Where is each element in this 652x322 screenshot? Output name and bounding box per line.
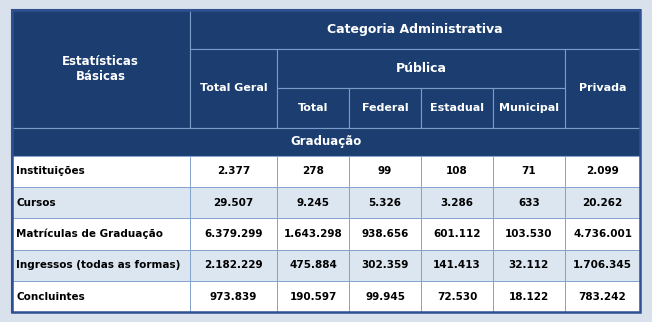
Text: 302.359: 302.359 bbox=[361, 260, 409, 270]
Text: 1.706.345: 1.706.345 bbox=[573, 260, 632, 270]
Bar bbox=[349, 88, 421, 128]
Text: Ingressos (todas as formas): Ingressos (todas as formas) bbox=[16, 260, 181, 270]
Bar bbox=[277, 49, 565, 88]
Text: 6.379.299: 6.379.299 bbox=[204, 229, 263, 239]
Bar bbox=[12, 10, 190, 128]
Bar bbox=[277, 218, 349, 250]
Text: 141.413: 141.413 bbox=[433, 260, 481, 270]
Bar bbox=[493, 88, 565, 128]
Text: 2.099: 2.099 bbox=[586, 166, 619, 176]
Text: 190.597: 190.597 bbox=[289, 292, 337, 302]
Bar bbox=[277, 250, 349, 281]
Text: 2.377: 2.377 bbox=[217, 166, 250, 176]
Bar bbox=[190, 187, 277, 218]
Text: 475.884: 475.884 bbox=[289, 260, 337, 270]
Text: 1.643.298: 1.643.298 bbox=[284, 229, 342, 239]
Text: 5.326: 5.326 bbox=[368, 198, 402, 208]
Text: 2.182.229: 2.182.229 bbox=[204, 260, 263, 270]
Bar bbox=[349, 218, 421, 250]
Bar bbox=[421, 281, 493, 312]
Bar bbox=[421, 187, 493, 218]
Bar bbox=[493, 156, 565, 187]
Text: 20.262: 20.262 bbox=[582, 198, 623, 208]
Bar bbox=[12, 218, 190, 250]
Text: 3.286: 3.286 bbox=[441, 198, 473, 208]
Text: 4.736.001: 4.736.001 bbox=[573, 229, 632, 239]
Bar bbox=[493, 281, 565, 312]
Text: Total: Total bbox=[298, 103, 328, 113]
Text: 108: 108 bbox=[446, 166, 468, 176]
Bar bbox=[421, 88, 493, 128]
Bar bbox=[190, 156, 277, 187]
Text: 32.112: 32.112 bbox=[509, 260, 549, 270]
Bar bbox=[493, 218, 565, 250]
Bar bbox=[277, 88, 349, 128]
Text: 9.245: 9.245 bbox=[297, 198, 329, 208]
Text: 72.530: 72.530 bbox=[437, 292, 477, 302]
Text: 278: 278 bbox=[302, 166, 324, 176]
Text: 71: 71 bbox=[522, 166, 536, 176]
Text: 18.122: 18.122 bbox=[509, 292, 549, 302]
Text: Municipal: Municipal bbox=[499, 103, 559, 113]
Bar bbox=[565, 250, 640, 281]
Bar bbox=[565, 281, 640, 312]
Bar bbox=[12, 250, 190, 281]
Text: Estadual: Estadual bbox=[430, 103, 484, 113]
Bar bbox=[190, 281, 277, 312]
Bar bbox=[12, 187, 190, 218]
Bar bbox=[565, 156, 640, 187]
Text: Total Geral: Total Geral bbox=[200, 83, 267, 93]
Bar bbox=[190, 49, 277, 128]
Text: Graduação: Graduação bbox=[290, 135, 362, 148]
Bar bbox=[493, 187, 565, 218]
Text: Matrículas de Graduação: Matrículas de Graduação bbox=[16, 229, 163, 239]
Text: 103.530: 103.530 bbox=[505, 229, 553, 239]
Bar bbox=[277, 187, 349, 218]
Bar bbox=[190, 218, 277, 250]
Bar bbox=[421, 250, 493, 281]
Bar bbox=[12, 156, 190, 187]
Bar bbox=[565, 49, 640, 128]
Text: Pública: Pública bbox=[396, 62, 447, 75]
Bar bbox=[12, 128, 640, 156]
Text: 29.507: 29.507 bbox=[213, 198, 254, 208]
Text: 601.112: 601.112 bbox=[433, 229, 481, 239]
Bar bbox=[190, 10, 640, 49]
Text: Concluintes: Concluintes bbox=[16, 292, 85, 302]
Text: Instituições: Instituições bbox=[16, 166, 85, 176]
Bar bbox=[349, 187, 421, 218]
Text: 99.945: 99.945 bbox=[365, 292, 405, 302]
Text: Estatísticas
Básicas: Estatísticas Básicas bbox=[63, 55, 140, 83]
Bar bbox=[277, 156, 349, 187]
Bar bbox=[421, 156, 493, 187]
Bar bbox=[190, 250, 277, 281]
Text: 973.839: 973.839 bbox=[210, 292, 257, 302]
Bar bbox=[349, 250, 421, 281]
Text: Federal: Federal bbox=[362, 103, 408, 113]
Text: Cursos: Cursos bbox=[16, 198, 56, 208]
Bar bbox=[421, 218, 493, 250]
Text: 783.242: 783.242 bbox=[579, 292, 627, 302]
Bar bbox=[277, 281, 349, 312]
Text: 99: 99 bbox=[378, 166, 392, 176]
Text: 938.656: 938.656 bbox=[361, 229, 409, 239]
Text: Privada: Privada bbox=[579, 83, 627, 93]
Bar bbox=[349, 156, 421, 187]
Bar bbox=[12, 281, 190, 312]
Bar bbox=[565, 218, 640, 250]
Text: Categoria Administrativa: Categoria Administrativa bbox=[327, 23, 503, 36]
Bar bbox=[493, 250, 565, 281]
Text: 633: 633 bbox=[518, 198, 540, 208]
Bar bbox=[565, 187, 640, 218]
Bar bbox=[349, 281, 421, 312]
